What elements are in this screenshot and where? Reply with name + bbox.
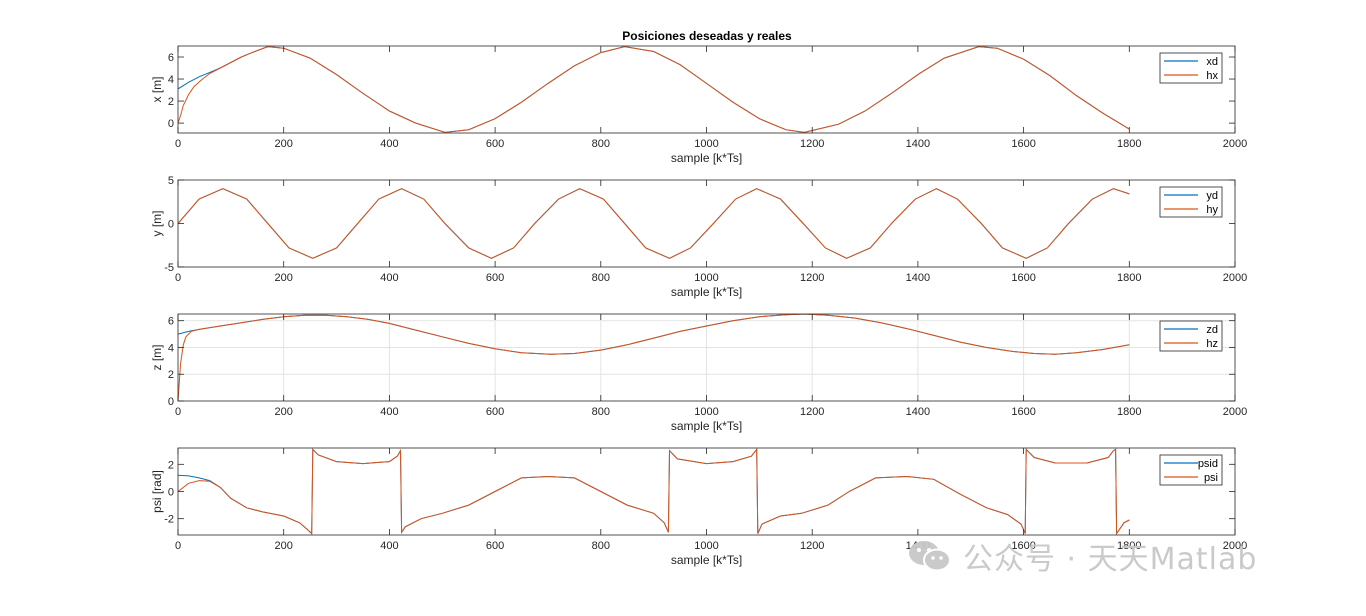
legend: psid psi: [1159, 454, 1223, 486]
y-tick-label: 0: [168, 118, 174, 130]
series-line-hy: [178, 188, 1130, 259]
x-tick-label: 400: [380, 138, 398, 150]
legend-label-hy: hy: [1206, 204, 1218, 216]
x-tick-label: 1400: [906, 406, 930, 418]
x-tick-label: 800: [592, 272, 610, 284]
subplot-4: 0200400600800100012001400160018002000-20…: [150, 447, 1247, 567]
legend: yd hy: [1159, 186, 1223, 218]
legend-label-hx: hx: [1206, 70, 1218, 82]
y-tick-label: 6: [168, 52, 174, 64]
legend-label-psi: psi: [1204, 472, 1218, 484]
y-tick-label: 0: [168, 396, 174, 408]
x-tick-label: 200: [275, 406, 293, 418]
x-tick-label: 1400: [906, 272, 930, 284]
legend-label-xd: xd: [1206, 56, 1218, 68]
y-tick-label: 2: [168, 96, 174, 108]
x-axis-label: sample [k*Ts]: [671, 419, 742, 433]
y-tick-label: -5: [164, 262, 174, 274]
subplot-1: 0 200 400 600 800 1000 1200 1400 1600 1800 2000 0 2 4…: [150, 45, 1247, 165]
x-tick-label: 0: [175, 540, 181, 552]
y-tick-label: 2: [168, 459, 174, 471]
x-tick-label: 400: [380, 540, 398, 552]
x-tick-label: 1800: [1117, 138, 1141, 150]
x-tick-label: 1200: [800, 540, 824, 552]
x-tick-label: 600: [486, 272, 504, 284]
plot-area: [178, 46, 1235, 133]
x-tick-label: 0: [175, 406, 181, 418]
x-tick-label: 0: [175, 272, 181, 284]
legend-box: [1159, 454, 1223, 486]
x-tick-label: 1800: [1117, 406, 1141, 418]
x-axis-label: sample [k*Ts]: [671, 285, 742, 299]
watermark-text: 公众号 · 天天Matlab: [963, 542, 1258, 577]
legend-box: [1159, 186, 1223, 218]
x-tick-label: 1600: [1011, 272, 1035, 284]
legend: xd hx: [1159, 52, 1223, 84]
x-tick-label: 1600: [1011, 138, 1035, 150]
y-axis-label: x [m]: [150, 77, 164, 103]
x-tick-label: 2000: [1223, 272, 1247, 284]
watermark: 公众号 · 天天Matlab: [905, 534, 1335, 578]
x-tick-label: 1000: [694, 138, 718, 150]
x-tick-label: 600: [486, 540, 504, 552]
series-line-hx: [178, 46, 1130, 133]
plot-area: [178, 180, 1235, 267]
x-tick-label: 1600: [1011, 540, 1035, 552]
x-tick-label: 600: [486, 406, 504, 418]
x-tick-label: 200: [275, 138, 293, 150]
x-axis-label: sample [k*Ts]: [671, 151, 742, 165]
x-tick-label: 400: [380, 406, 398, 418]
x-tick-label: 800: [592, 138, 610, 150]
x-tick-label: 800: [592, 540, 610, 552]
series-line-hz: [178, 314, 1130, 401]
legend-box: [1159, 52, 1223, 84]
subplot-3: 0 200 400 600 800 1000 1200 1400 1600 1800 2000 0 2 4…: [150, 313, 1247, 433]
legend: zd hz: [1159, 320, 1223, 352]
x-tick-label: 400: [380, 272, 398, 284]
y-tick-label: -2: [164, 514, 174, 526]
x-tick-label: 1000: [694, 272, 718, 284]
y-axis-label: y [m]: [150, 211, 164, 237]
y-axis-label: z [m]: [150, 345, 164, 371]
legend-label-yd: yd: [1206, 190, 1218, 202]
y-tick-label: 0: [168, 487, 174, 499]
x-tick-label: 2000: [1223, 138, 1247, 150]
x-tick-label: 2000: [1223, 540, 1247, 552]
subplot-2: 0 200 400 600 800 1000 1200 1400 1600 1800 2000-50…: [150, 175, 1247, 299]
y-tick-label: 4: [168, 342, 174, 354]
y-tick-label: 0: [168, 219, 174, 231]
x-tick-label: 1200: [800, 406, 824, 418]
x-tick-label: 1800: [1117, 540, 1141, 552]
legend-box: [1159, 320, 1223, 352]
legend-label-zd: zd: [1206, 324, 1218, 336]
x-tick-label: 600: [486, 138, 504, 150]
x-tick-label: 2000: [1223, 406, 1247, 418]
y-tick-label: 6: [168, 316, 174, 328]
x-tick-label: 1200: [800, 272, 824, 284]
x-tick-label: 200: [275, 272, 293, 284]
legend-label-psid: psid: [1198, 458, 1218, 470]
plot-area: [178, 448, 1235, 535]
x-tick-label: 200: [275, 540, 293, 552]
x-tick-label: 1400: [906, 138, 930, 150]
wechat-logo-icon: [905, 536, 955, 576]
x-tick-label: 800: [592, 406, 610, 418]
x-tick-label: 1000: [694, 540, 718, 552]
y-tick-label: 2: [168, 369, 174, 381]
y-tick-label: 4: [168, 74, 174, 86]
y-tick-label: 5: [168, 175, 174, 187]
x-tick-label: 1800: [1117, 272, 1141, 284]
x-tick-label: 1200: [800, 138, 824, 150]
figure-title: Posiciones deseadas y reales: [622, 29, 792, 43]
x-tick-label: 0: [175, 138, 181, 150]
x-tick-label: 1000: [694, 406, 718, 418]
legend-label-hz: hz: [1206, 338, 1218, 350]
x-tick-label: 1600: [1011, 406, 1035, 418]
subplots-container: 0 200 400 600 800 1000 1200 1400 1600 1800 2000024…: [150, 45, 1247, 567]
x-axis-label: sample [k*Ts]: [671, 553, 742, 567]
y-axis-label: psi [rad]: [150, 470, 164, 513]
